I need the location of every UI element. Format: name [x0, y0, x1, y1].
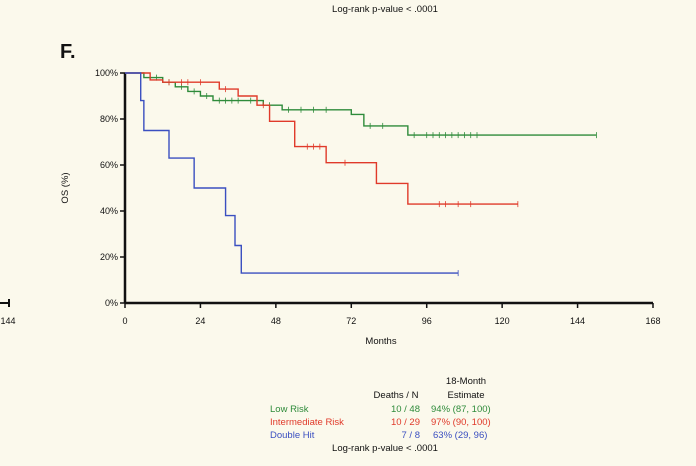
row-estimate-low-risk: 94% (87, 100)	[431, 404, 491, 415]
table-header-deaths: Deaths / N	[374, 390, 419, 401]
y-tick-label: 60%	[100, 160, 118, 170]
row-estimate-intermediate-risk: 97% (90, 100)	[431, 417, 491, 428]
table-header-top: 18-Month	[446, 376, 486, 387]
y-axis-title: OS (%)	[60, 172, 71, 203]
top-caption-clip	[250, 0, 510, 2]
table-footer: Log-rank p-value < .0001	[332, 443, 438, 454]
curve-intermediate-risk	[125, 72, 518, 205]
top-caption: Log-rank p-value < .0001	[332, 4, 438, 15]
table-header-estimate: Estimate	[448, 390, 485, 401]
y-tick-label: 40%	[100, 206, 118, 216]
row-label-intermediate-risk: Intermediate Risk	[270, 417, 344, 428]
axes	[123, 73, 653, 305]
row-label-low-risk: Low Risk	[270, 404, 309, 415]
x-tick-label: 144	[570, 316, 585, 326]
y-tick-label: 100%	[95, 68, 118, 78]
y-tick-label: 20%	[100, 252, 118, 262]
row-estimate-double-hit: 63% (29, 96)	[433, 430, 487, 441]
y-tick-label: 0%	[105, 298, 118, 308]
left-panel-tick-label: 144	[0, 316, 15, 326]
x-tick-label: 0	[122, 316, 127, 326]
row-deaths-double-hit: 7 / 8	[402, 430, 421, 441]
y-tick-label: 80%	[100, 114, 118, 124]
row-label-double-hit: Double Hit	[270, 430, 315, 441]
x-ticks: 0 24 48 72 96 120 144 168	[122, 303, 661, 326]
x-tick-label: 72	[346, 316, 356, 326]
x-tick-label: 48	[271, 316, 281, 326]
y-ticks: 0% 20% 40% 60% 80% 100%	[95, 68, 125, 308]
risk-table: 18-Month Deaths / N Estimate Low Risk 10…	[270, 376, 491, 454]
x-tick-label: 120	[495, 316, 510, 326]
x-tick-label: 96	[422, 316, 432, 326]
survival-curves	[125, 72, 597, 277]
x-tick-label: 24	[195, 316, 205, 326]
row-deaths-intermediate-risk: 10 / 29	[391, 417, 420, 428]
x-axis-title: Months	[365, 336, 396, 347]
x-tick-label: 168	[645, 316, 660, 326]
panel-letter: F.	[60, 41, 76, 63]
curve-double-hit	[125, 72, 459, 274]
row-deaths-low-risk: 10 / 48	[391, 404, 420, 415]
